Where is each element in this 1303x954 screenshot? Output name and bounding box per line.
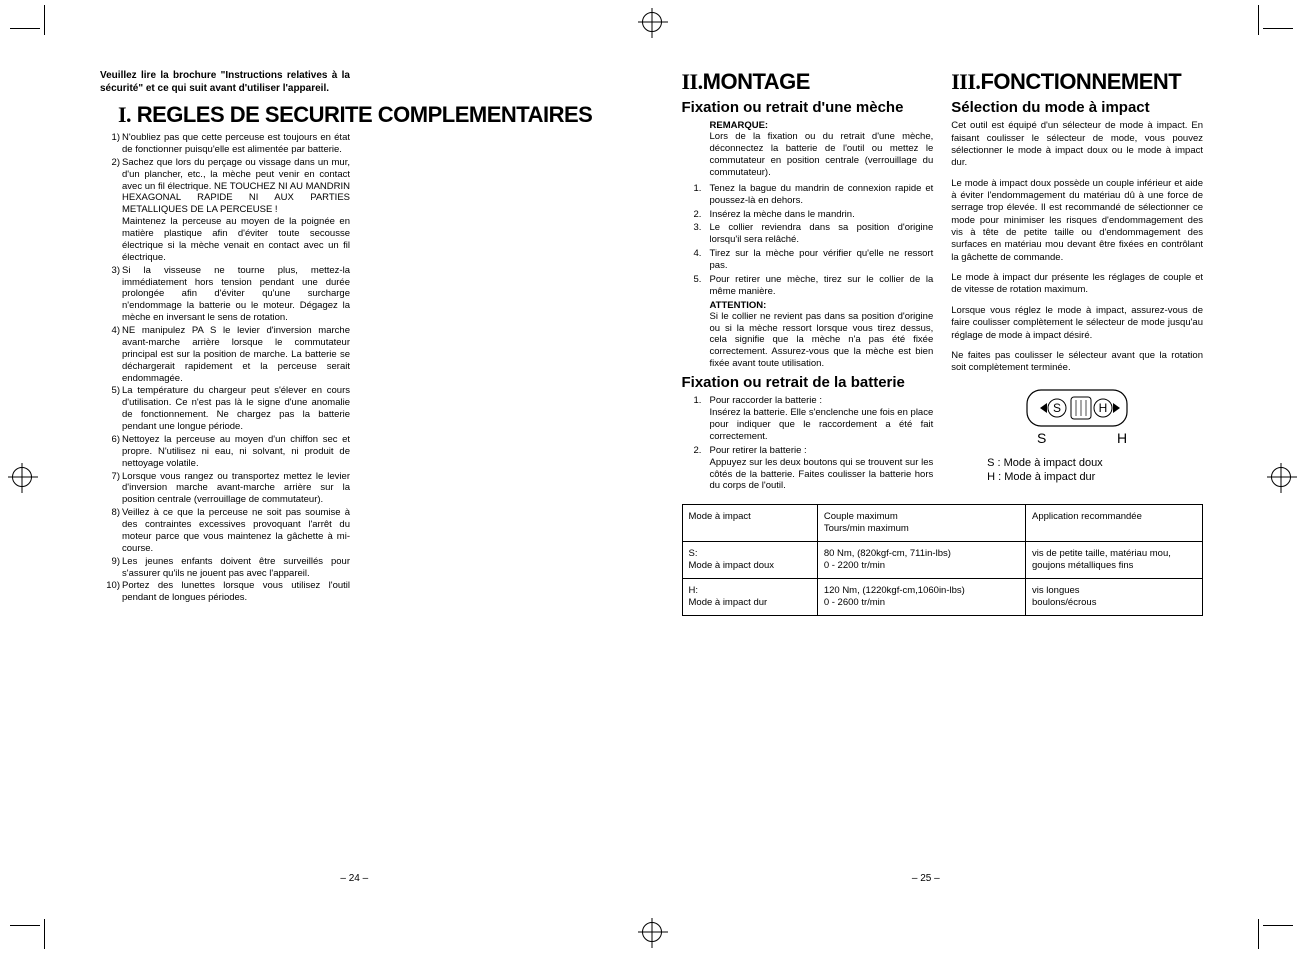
section1-roman: I. [118, 102, 131, 127]
rule-item: 8)Veillez à ce que la perceuse ne soit p… [122, 507, 350, 555]
step-item: 5.Pour retirer une mèche, tirez sur le c… [710, 274, 934, 298]
rule-text: La température du chargeur peut s'élever… [122, 385, 350, 432]
svg-text:S: S [1037, 430, 1046, 446]
page-spread: Veuillez lire la brochure "Instructions … [80, 60, 1223, 900]
sub-fixation-meche: Fixation ou retrait d'une mèche [682, 99, 934, 116]
table-cell: 80 Nm, (820kgf-cm, 711in-lbs) 0 - 2200 t… [817, 542, 1025, 579]
section3-roman: III. [951, 69, 980, 94]
rule-item: 6)Nettoyez la perceuse au moyen d'un chi… [122, 434, 350, 470]
section2-title: II.MONTAGE [682, 70, 934, 93]
step-item: 2.Insérez la mèche dans le mandrin. [710, 209, 934, 221]
mode-legend: S : Mode à impact doux H : Mode à impact… [987, 456, 1167, 485]
rule-text: Les jeunes enfants doivent être surveill… [122, 556, 350, 579]
rule-text: NE manipulez PA S le levier d'inversion … [122, 325, 350, 384]
rule-text: Veillez à ce que la perceuse ne soit pas… [122, 507, 350, 554]
page-number-right: – 25 – [912, 873, 940, 884]
column-fonctionnement: III.FONCTIONNEMENT Sélection du mode à i… [951, 70, 1203, 494]
table-cell: vis longues boulons/écrous [1026, 578, 1203, 615]
mode-selector-diagram: S H S H [1007, 385, 1147, 450]
section2-title-text: MONTAGE [703, 69, 810, 94]
table-header-row: Mode à impactCouple maximum Tours/min ma… [682, 505, 1203, 542]
step-item: 4.Tirez sur la mèche pour vérifier qu'el… [710, 248, 934, 272]
para-5: Ne faites pas coulisser le sélecteur ava… [951, 350, 1203, 375]
steps-meche: 1.Tenez la bague du mandrin de connexion… [682, 183, 934, 298]
para-3: Le mode à impact dur présente les réglag… [951, 272, 1203, 297]
rule-item: 7)Lorsque vous rangez ou transportez met… [122, 471, 350, 507]
rule-text: Sachez que lors du perçage ou vissage da… [122, 157, 350, 263]
legend-h: H : Mode à impact dur [987, 470, 1167, 484]
section3-title-text: FONCTIONNEMENT [980, 69, 1181, 94]
impact-mode-table: Mode à impactCouple maximum Tours/min ma… [682, 504, 1204, 615]
table-cell: vis de petite taille, matériau mou, gouj… [1026, 542, 1203, 579]
rule-text: N'oubliez pas que cette perceuse est tou… [122, 132, 350, 155]
attention-label: ATTENTION: [682, 300, 934, 311]
table-header-cell: Application recommandée [1026, 505, 1203, 542]
column-montage: II.MONTAGE Fixation ou retrait d'une mèc… [682, 70, 934, 494]
para-1: Cet outil est équipé d'un sélecteur de m… [951, 120, 1203, 169]
rule-text: Nettoyez la perceuse au moyen d'un chiff… [122, 434, 350, 469]
page-left: Veuillez lire la brochure "Instructions … [80, 60, 652, 900]
step-item: 3.Le collier reviendra dans sa position … [710, 222, 934, 246]
step-item: 1.Pour raccorder la batterie : Insérez l… [710, 395, 934, 443]
svg-text:H: H [1099, 401, 1108, 415]
sub-fixation-batterie: Fixation ou retrait de la batterie [682, 374, 934, 391]
rules-list: 1)N'oubliez pas que cette perceuse est t… [100, 132, 350, 604]
rule-item: 1)N'oubliez pas que cette perceuse est t… [122, 132, 350, 156]
section3-title: III.FONCTIONNEMENT [951, 70, 1203, 93]
section2-roman: II. [682, 69, 703, 94]
rule-text: Lorsque vous rangez ou transportez mette… [122, 471, 350, 506]
table-cell: H: Mode à impact dur [682, 578, 817, 615]
intro-text: Veuillez lire la brochure "Instructions … [100, 70, 350, 95]
steps-batterie: 1.Pour raccorder la batterie : Insérez l… [682, 395, 934, 492]
page-number-left: – 24 – [340, 873, 368, 884]
step-item: 1.Tenez la bague du mandrin de connexion… [710, 183, 934, 207]
table-cell: 120 Nm, (1220kgf-cm,1060in-lbs) 0 - 2600… [817, 578, 1025, 615]
rule-text: Si la visseuse ne tourne plus, mettez-la… [122, 265, 350, 324]
legend-s: S : Mode à impact doux [987, 456, 1167, 470]
rule-item: 4)NE manipulez PA S le levier d'inversio… [122, 325, 350, 384]
table-row: S: Mode à impact doux80 Nm, (820kgf-cm, … [682, 542, 1203, 579]
right-columns: II.MONTAGE Fixation ou retrait d'une mèc… [682, 70, 1204, 494]
sub-selection-mode: Sélection du mode à impact [951, 99, 1203, 116]
svg-text:H: H [1117, 430, 1127, 446]
step-item: 2.Pour retirer la batterie : Appuyez sur… [710, 445, 934, 493]
table-row: H: Mode à impact dur120 Nm, (1220kgf-cm,… [682, 578, 1203, 615]
rule-item: 3)Si la visseuse ne tourne plus, mettez-… [122, 265, 350, 324]
table-body: S: Mode à impact doux80 Nm, (820kgf-cm, … [682, 542, 1203, 616]
rule-item: 9)Les jeunes enfants doivent être survei… [122, 556, 350, 580]
section1-title-text: REGLES DE SECURITE COMPLEMENTAIRES [137, 102, 593, 127]
table-header-cell: Couple maximum Tours/min maximum [817, 505, 1025, 542]
svg-text:S: S [1053, 401, 1061, 415]
para-2: Le mode à impact doux possède un couple … [951, 178, 1203, 264]
rule-item: 10)Portez des lunettes lorsque vous util… [122, 580, 350, 604]
rule-item: 2)Sachez que lors du perçage ou vissage … [122, 157, 350, 264]
rule-item: 5)La température du chargeur peut s'élev… [122, 385, 350, 433]
para-4: Lorsque vous réglez le mode à impact, as… [951, 305, 1203, 342]
attention-body: Si le collier ne revient pas dans sa pos… [682, 311, 934, 370]
table-header-cell: Mode à impact [682, 505, 817, 542]
table-cell: S: Mode à impact doux [682, 542, 817, 579]
section1-title: I. REGLES DE SECURITE COMPLEMENTAIRES [100, 103, 622, 126]
remarque-label: REMARQUE: [682, 120, 934, 131]
remarque-body: Lors de la fixation ou du retrait d'une … [682, 131, 934, 179]
rule-text: Portez des lunettes lorsque vous utilise… [122, 580, 350, 603]
page-right: II.MONTAGE Fixation ou retrait d'une mèc… [652, 60, 1224, 900]
